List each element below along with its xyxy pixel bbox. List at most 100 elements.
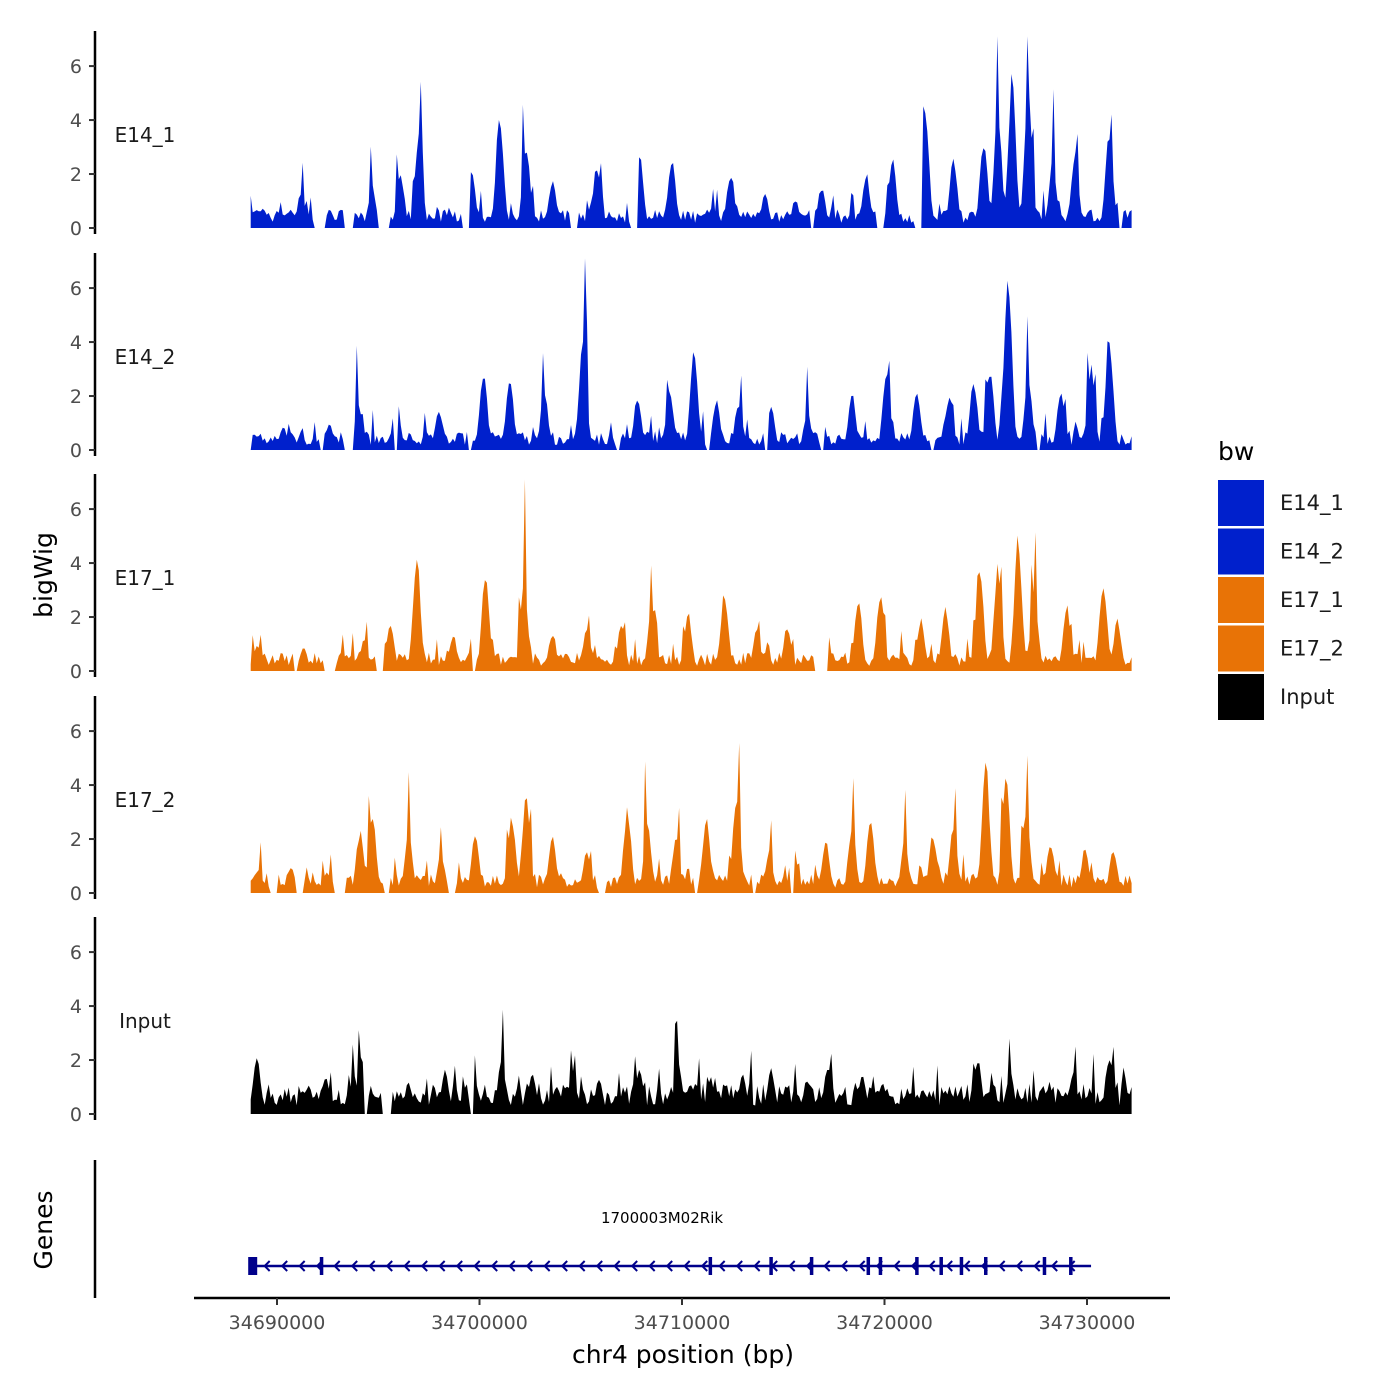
track-label-e14-2: E14_2 xyxy=(115,345,176,369)
y-tick-label: 2 xyxy=(70,164,82,186)
strand-arrow xyxy=(718,1260,726,1272)
y-tick-label: 6 xyxy=(70,278,82,300)
legend-title: bw xyxy=(1218,437,1254,466)
strand-arrow xyxy=(403,1260,411,1272)
strand-arrow xyxy=(945,1260,953,1272)
x-tick-label: 34690000 xyxy=(229,1312,326,1334)
x-tick-label: 34720000 xyxy=(836,1312,933,1334)
strand-arrow xyxy=(420,1260,428,1272)
exon xyxy=(878,1257,883,1275)
x-tick-label: 34700000 xyxy=(431,1312,528,1334)
track-input: 0 2 4 6 Input xyxy=(70,917,1132,1126)
legend-swatch-e14-2 xyxy=(1218,528,1264,575)
strand-arrow xyxy=(595,1260,603,1272)
legend: bw E14_1 E14_2 E17_1 E17_2 Input xyxy=(1218,437,1344,720)
exon xyxy=(915,1257,919,1275)
exon xyxy=(769,1257,773,1275)
strand-arrow xyxy=(1015,1260,1023,1272)
exon xyxy=(959,1257,964,1275)
area-e14-2 xyxy=(250,258,1132,450)
area-e17-1 xyxy=(250,479,1132,671)
strand-arrow xyxy=(473,1260,481,1272)
y-tick-label: 0 xyxy=(70,440,82,462)
y-axis-title: bigWig xyxy=(29,532,58,618)
exon xyxy=(1069,1257,1073,1275)
legend-swatch-input xyxy=(1218,674,1264,720)
x-axis: 34690000 34700000 34710000 34720000 34730000 xyxy=(194,1296,1170,1334)
y-tick-label: 6 xyxy=(70,499,82,521)
y-tick-label: 2 xyxy=(70,607,82,629)
strand-arrow xyxy=(1033,1260,1041,1272)
strand-arrow xyxy=(525,1260,533,1272)
strand-arrow xyxy=(280,1260,288,1272)
signal-tracks: 0 2 4 6 E14_1 0 2 4 6 E14_2 0 2 4 6 E17_1 0 2 4 6 E17_2 0 2 4 6… xyxy=(70,31,1132,1126)
y-tick-label: 4 xyxy=(70,775,82,797)
strand-arrow xyxy=(823,1260,831,1272)
legend-label-e17-1: E17_1 xyxy=(1280,588,1344,613)
legend-swatch-e17-1 xyxy=(1218,577,1264,623)
strand-arrow xyxy=(683,1260,691,1272)
genes-track-title: Genes xyxy=(29,1190,58,1269)
y-tick-label: 4 xyxy=(70,110,82,132)
strand-arrow xyxy=(630,1260,638,1272)
area-e14-1 xyxy=(250,36,1132,229)
strand-arrow xyxy=(490,1260,498,1272)
legend-label-e14-2: E14_2 xyxy=(1280,540,1344,565)
y-tick-label: 0 xyxy=(70,661,82,683)
y-tick-label: 6 xyxy=(70,56,82,78)
exon xyxy=(708,1257,713,1275)
gene-1700003m02rik: 1700003M02Rik xyxy=(248,1209,1092,1275)
y-tick-label: 2 xyxy=(70,829,82,851)
strand-arrow xyxy=(508,1260,516,1272)
exon xyxy=(984,1257,988,1275)
track-label-e14-1: E14_1 xyxy=(115,123,176,147)
legend-swatch-e17-2 xyxy=(1218,625,1264,672)
strand-arrow xyxy=(858,1260,866,1272)
x-axis-title: chr4 position (bp) xyxy=(572,1340,794,1369)
strand-arrow xyxy=(438,1260,446,1272)
track-label-e17-1: E17_1 xyxy=(115,566,176,590)
y-tick-label: 2 xyxy=(70,386,82,408)
area-input xyxy=(250,1009,1132,1114)
track-e17-1: 0 2 4 6 E17_1 xyxy=(70,474,1132,683)
track-label-input: Input xyxy=(119,1009,171,1033)
strand-arrow xyxy=(928,1260,936,1272)
exon xyxy=(939,1257,943,1275)
exon xyxy=(248,1257,258,1275)
x-tick-label: 34730000 xyxy=(1039,1312,1136,1334)
strand-arrow xyxy=(665,1260,673,1272)
legend-label-input: Input xyxy=(1280,685,1334,709)
strand-arrow xyxy=(263,1260,271,1272)
y-tick-label: 0 xyxy=(70,218,82,240)
strand-arrow xyxy=(298,1260,306,1272)
strand-arrow xyxy=(385,1260,393,1272)
strand-arrow xyxy=(893,1260,901,1272)
genes-track: 1700003M02Rik xyxy=(93,1160,1092,1298)
strand-arrow xyxy=(700,1260,708,1272)
strand-arrow xyxy=(350,1260,358,1272)
exon xyxy=(809,1257,814,1275)
y-tick-label: 0 xyxy=(70,1104,82,1126)
area-e17-2 xyxy=(250,743,1132,893)
exon xyxy=(1042,1257,1047,1275)
strand-arrow xyxy=(560,1260,568,1272)
strand-arrow xyxy=(333,1260,341,1272)
legend-label-e14-1: E14_1 xyxy=(1280,491,1344,516)
strand-arrow xyxy=(455,1260,463,1272)
strand-arrow xyxy=(788,1260,796,1272)
strand-arrow xyxy=(368,1260,376,1272)
track-label-e17-2: E17_2 xyxy=(115,788,176,812)
strand-arrow xyxy=(648,1260,656,1272)
track-e14-2: 0 2 4 6 E14_2 xyxy=(70,253,1132,462)
exon xyxy=(319,1257,324,1275)
strand-arrow xyxy=(753,1260,761,1272)
y-tick-label: 6 xyxy=(70,721,82,743)
strand-arrow xyxy=(735,1260,743,1272)
strand-arrow xyxy=(840,1260,848,1272)
legend-swatch-e14-1 xyxy=(1218,480,1264,526)
y-tick-label: 4 xyxy=(70,332,82,354)
y-tick-label: 4 xyxy=(70,996,82,1018)
strand-arrow xyxy=(998,1260,1006,1272)
strand-arrow xyxy=(963,1260,971,1272)
